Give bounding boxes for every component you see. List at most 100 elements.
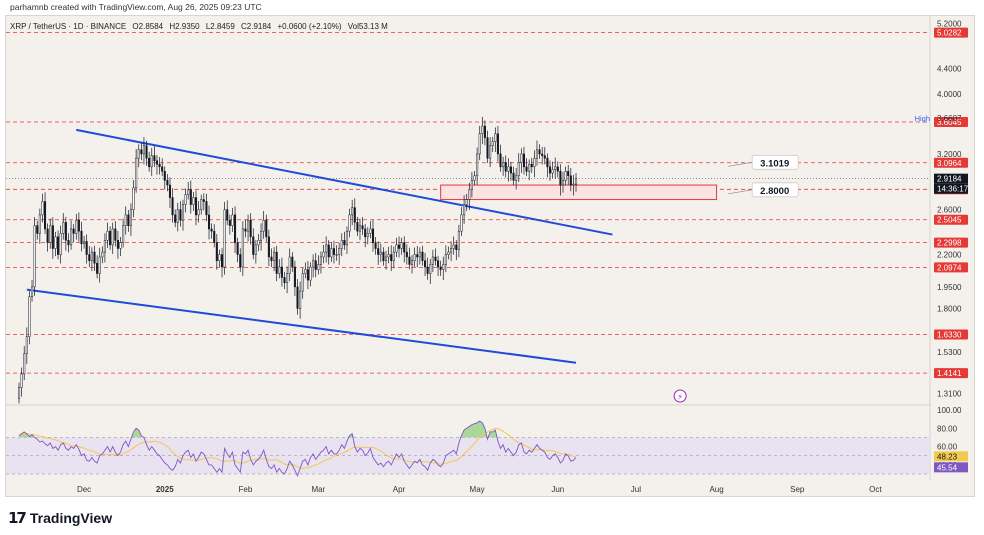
level-label: 3.0964 — [937, 159, 962, 168]
candle-body — [49, 225, 52, 243]
candle-body — [46, 228, 49, 243]
price-tick-label: 1.3100 — [937, 390, 962, 399]
current-price-label: 2.9184 — [937, 175, 962, 184]
candle-body — [72, 228, 75, 234]
candle-body — [392, 251, 395, 261]
candle-body — [452, 244, 455, 249]
candle-body — [202, 199, 205, 202]
candle-body — [348, 214, 351, 232]
candle-body — [184, 194, 187, 205]
countdown-label: 14:36:17 — [937, 185, 969, 194]
candle-body — [168, 184, 172, 198]
symbol-name[interactable]: XRP / TetherUS · 1D · BINANCE — [10, 22, 127, 31]
candle-body — [413, 254, 416, 261]
candle-body — [476, 153, 479, 177]
candle-body — [257, 240, 260, 246]
rsi-tick-label: 80.00 — [937, 424, 958, 433]
candle-body — [507, 166, 510, 172]
candle-body — [567, 171, 570, 177]
attribution-header: parhamnb created with TradingView.com, A… — [10, 2, 262, 12]
candle-body — [437, 260, 440, 268]
candle-body — [265, 219, 268, 238]
candle-body — [247, 219, 250, 232]
candle-body — [205, 201, 208, 216]
rsi-line — [18, 420, 577, 477]
level-tag — [934, 157, 968, 168]
candle-body — [77, 219, 80, 232]
trendline-channel-lower — [26, 288, 577, 364]
level-tag — [934, 27, 968, 38]
level-tag — [934, 262, 968, 273]
ohlc-high: H2.9350 — [169, 22, 200, 31]
candle-body — [439, 266, 442, 270]
candle-body — [166, 180, 169, 186]
candle-body — [75, 219, 78, 234]
candle-body — [390, 254, 393, 261]
rsi-tick-label: 60.00 — [937, 443, 958, 452]
candle-body — [163, 171, 166, 181]
candle-body — [213, 230, 216, 243]
candle-body — [145, 145, 148, 159]
level-tag — [934, 237, 968, 248]
candle-body — [171, 197, 174, 216]
candle-body — [463, 204, 466, 216]
candle-body — [64, 222, 67, 241]
price-change: +0.0600 (+2.10%) — [277, 22, 342, 31]
price-tick-label: 1.5300 — [937, 348, 962, 357]
candle-body — [556, 166, 559, 172]
level-label: 5.0282 — [937, 29, 962, 38]
tradingview-logo[interactable]: 17 TradingView — [8, 509, 112, 527]
candle-body — [442, 264, 445, 270]
candle-body — [109, 230, 112, 246]
candle-body — [486, 137, 489, 159]
candle-body — [356, 222, 359, 232]
candle-body — [192, 197, 195, 205]
chart-frame[interactable] — [5, 15, 975, 497]
ohlc-close: C2.9184 — [241, 22, 272, 31]
candle-body — [189, 189, 192, 205]
candle-body — [127, 214, 130, 226]
candle-body — [179, 209, 182, 221]
candle-body — [450, 248, 453, 253]
level-tag — [934, 368, 968, 379]
candle-body — [528, 163, 531, 172]
callout-pointer — [728, 189, 753, 195]
price-tick-label: 5.2000 — [937, 20, 962, 29]
candle-body — [444, 254, 447, 265]
candle-body — [83, 241, 86, 245]
candle-body — [241, 228, 244, 268]
candle-body — [62, 222, 65, 234]
level-label: 1.4141 — [937, 369, 962, 378]
candle-body — [28, 296, 31, 337]
level-tag — [934, 117, 968, 128]
candle-body — [312, 260, 315, 268]
candle-body — [408, 256, 411, 265]
candle-body — [520, 153, 523, 163]
ohlc-low: L2.8459 — [205, 22, 235, 31]
candle-body — [122, 225, 125, 243]
time-tick-label: Oct — [869, 485, 882, 494]
candle-body — [572, 183, 575, 186]
candle-body — [358, 225, 362, 232]
candle-body — [551, 169, 554, 174]
candle-body — [221, 254, 224, 268]
candle-body — [319, 256, 322, 265]
candle-body — [403, 242, 406, 253]
candle-body — [504, 162, 507, 172]
candle-body — [114, 228, 117, 241]
candle-body — [418, 251, 421, 258]
candle-body — [54, 236, 57, 249]
candle-body — [512, 172, 515, 181]
candle-body — [38, 214, 41, 234]
candle-body — [226, 209, 229, 221]
candle-body — [517, 162, 520, 177]
candle-body — [483, 125, 486, 138]
candle-body — [36, 225, 39, 234]
candle-body — [374, 242, 377, 249]
candle-body — [223, 209, 226, 268]
candle-body — [502, 162, 505, 168]
rsi-tag — [934, 462, 968, 473]
candle-body — [88, 254, 91, 261]
candle-body — [231, 214, 234, 226]
